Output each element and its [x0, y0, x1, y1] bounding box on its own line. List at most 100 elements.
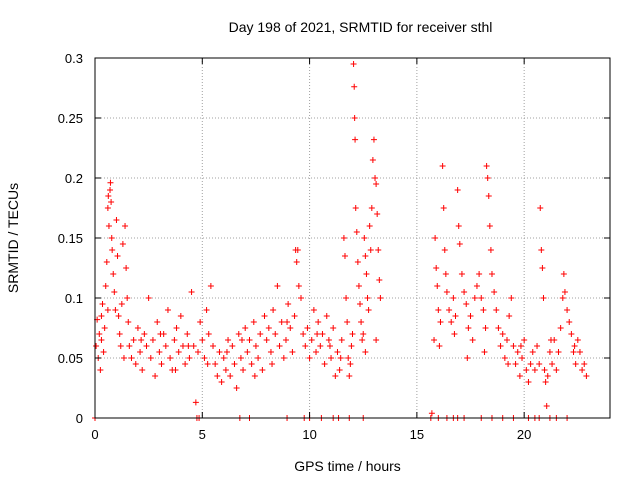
- data-point: [571, 343, 578, 349]
- data-point: [451, 331, 458, 337]
- data-point: [574, 337, 581, 343]
- data-point: [111, 289, 118, 295]
- data-point: [157, 331, 164, 337]
- data-point: [192, 399, 199, 406]
- data-point: [114, 253, 121, 259]
- data-point: [116, 331, 123, 337]
- data-point: [433, 265, 440, 271]
- data-point: [298, 295, 304, 301]
- data-point: [428, 410, 435, 417]
- data-point: [156, 349, 163, 355]
- data-point: [351, 115, 358, 121]
- data-point: [265, 325, 272, 331]
- data-point: [363, 271, 370, 277]
- data-point: [368, 205, 375, 211]
- data-point: [440, 205, 447, 211]
- data-point: [173, 325, 180, 331]
- data-point: [141, 331, 148, 337]
- y-tick-label: 0: [76, 411, 83, 426]
- data-point: [291, 313, 298, 319]
- data-point: [225, 337, 232, 343]
- data-point: [443, 289, 450, 295]
- data-point: [473, 283, 480, 289]
- data-point: [204, 361, 211, 367]
- data-point: [455, 223, 462, 229]
- data-point: [512, 361, 519, 367]
- data-point: [365, 307, 372, 313]
- data-point: [257, 331, 264, 337]
- data-point: [508, 295, 515, 301]
- data-point: [493, 307, 500, 313]
- data-point: [476, 271, 483, 277]
- data-point: [216, 349, 223, 355]
- data-point: [186, 355, 193, 361]
- data-point: [483, 163, 490, 169]
- data-point: [107, 179, 114, 186]
- data-point: [370, 136, 377, 143]
- data-point: [347, 361, 354, 367]
- data-point: [314, 331, 321, 337]
- data-point: [487, 247, 494, 253]
- data-point: [488, 271, 495, 277]
- data-point: [96, 331, 103, 337]
- data-point: [102, 283, 109, 289]
- data-point: [349, 331, 356, 337]
- x-tick-label: 5: [199, 427, 206, 442]
- data-point: [547, 337, 554, 343]
- data-point: [104, 205, 111, 211]
- data-point: [452, 313, 459, 319]
- data-point: [372, 175, 379, 181]
- data-point: [504, 337, 510, 343]
- data-point: [306, 355, 313, 361]
- data-point: [540, 295, 547, 301]
- data-point: [107, 187, 114, 193]
- data-point: [546, 349, 553, 355]
- data-point: [294, 247, 301, 253]
- data-point: [343, 295, 350, 301]
- data-point: [531, 367, 538, 373]
- data-point: [293, 259, 300, 265]
- data-point: [442, 271, 449, 277]
- y-tick-label: 0.1: [65, 291, 83, 306]
- data-point: [231, 361, 238, 367]
- data-point: [218, 379, 225, 385]
- data-point: [310, 307, 317, 313]
- data-point: [352, 136, 359, 143]
- data-point: [195, 349, 201, 355]
- data-point: [514, 349, 521, 355]
- data-point: [97, 367, 104, 373]
- data-point: [463, 301, 470, 307]
- data-marks: [92, 61, 590, 421]
- data-point: [123, 265, 130, 271]
- data-point: [439, 163, 446, 169]
- data-point: [259, 367, 266, 373]
- x-tick-label: 20: [517, 427, 531, 442]
- data-point: [272, 331, 279, 337]
- data-point: [109, 247, 116, 253]
- data-point: [184, 331, 191, 337]
- data-point: [362, 349, 369, 355]
- data-point: [478, 295, 485, 301]
- data-point: [570, 349, 577, 355]
- data-point: [175, 349, 182, 355]
- data-point: [579, 367, 586, 373]
- data-point: [171, 337, 178, 343]
- data-point: [436, 343, 443, 349]
- data-point: [377, 295, 384, 301]
- data-point: [505, 361, 512, 367]
- data-point: [118, 301, 125, 307]
- data-point: [120, 355, 127, 361]
- data-point: [336, 367, 343, 373]
- data-point: [553, 367, 560, 373]
- data-point: [287, 325, 294, 331]
- data-point: [261, 313, 268, 319]
- data-point: [110, 271, 117, 277]
- data-point: [441, 247, 448, 253]
- data-point: [465, 325, 472, 331]
- data-point: [212, 361, 219, 367]
- chart-title: Day 198 of 2021, SRMTID for receiver sth…: [229, 19, 493, 35]
- data-point: [549, 361, 556, 367]
- data-point: [220, 355, 227, 361]
- data-point: [321, 361, 328, 367]
- data-point: [214, 373, 221, 379]
